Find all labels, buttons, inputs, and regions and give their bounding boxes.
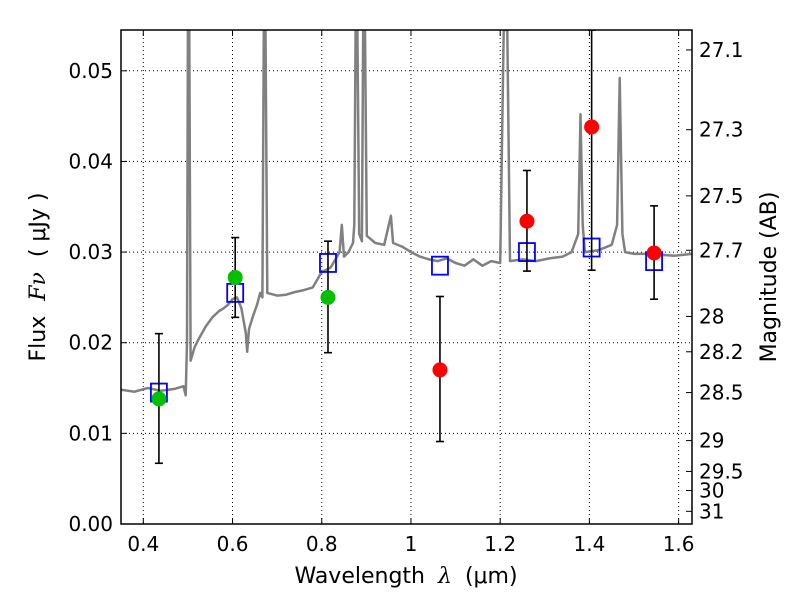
y2-tick-label: 27.7 xyxy=(699,238,744,262)
y-tick-label: 0.03 xyxy=(68,240,113,264)
observed-point xyxy=(151,391,167,407)
x-tick-label: 0.6 xyxy=(217,532,249,556)
x-tick-label: 1.2 xyxy=(484,532,516,556)
y-axis-label-symbol: Fν xyxy=(26,272,51,302)
y-tick-label: 0.00 xyxy=(68,512,113,536)
x-axis-label-symbol: λ xyxy=(437,564,452,589)
y2-tick-label: 27.5 xyxy=(699,184,744,208)
y2-tick-label: 28.2 xyxy=(699,340,744,364)
x-tick-label: 1.6 xyxy=(663,532,695,556)
y2-tick-label: 29.5 xyxy=(699,459,744,483)
y2-tick-label: 29 xyxy=(699,429,724,453)
y-axis-left: 0.00 0.01 0.02 0.03 0.04 0.05 xyxy=(68,59,127,536)
observed-point xyxy=(584,119,600,135)
y-axis-label: Flux Fν ( μJy ) xyxy=(26,192,51,361)
y-tick-label: 0.02 xyxy=(68,331,113,355)
observed-point xyxy=(320,289,336,305)
x-axis-label-unit: (μm) xyxy=(465,564,518,589)
y2-tick-label: 31 xyxy=(699,499,724,523)
y2-tick-label: 28.5 xyxy=(699,381,744,405)
observed-point xyxy=(432,362,448,378)
x-axis: 0.4 0.6 0.8 1 1.2 1.4 1.6 xyxy=(127,30,695,556)
spectrum-line xyxy=(121,30,692,397)
observed-point xyxy=(227,269,243,285)
y2-tick-label: 27.1 xyxy=(699,38,744,62)
x-axis-label: Wavelength λ (μm) xyxy=(294,564,517,589)
y2-tick-label: 30 xyxy=(699,478,724,502)
y-axis-label-unit: ( μJy ) xyxy=(26,192,51,257)
x-tick-label: 0.4 xyxy=(127,532,159,556)
y-tick-label: 0.05 xyxy=(68,59,113,83)
x-tick-label: 0.8 xyxy=(306,532,338,556)
y2-tick-label: 27.3 xyxy=(699,118,744,142)
x-axis-label-prefix: Wavelength xyxy=(294,564,425,589)
plot-frame xyxy=(120,29,693,525)
y2-tick-label: 28 xyxy=(699,304,724,328)
model-square-point xyxy=(431,255,449,276)
x-tick-label: 1.4 xyxy=(573,532,605,556)
grid xyxy=(121,30,692,525)
plot-area xyxy=(121,30,692,465)
x-tick-label: 1 xyxy=(405,532,418,556)
y2-axis-label: Magnitude (AB) xyxy=(757,192,782,363)
observed-point xyxy=(519,213,535,229)
observed-point xyxy=(646,245,662,261)
y-axis-label-prefix: Flux xyxy=(26,316,51,362)
y-tick-label: 0.04 xyxy=(68,149,113,173)
y-tick-label: 0.01 xyxy=(68,421,113,445)
